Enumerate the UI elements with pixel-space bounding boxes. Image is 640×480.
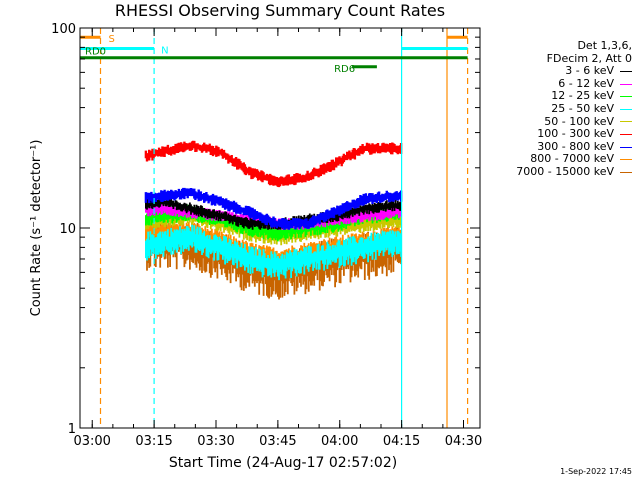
chart-title: RHESSI Observing Summary Count Rates <box>114 1 446 20</box>
legend-label: 50 - 100 keV <box>544 114 614 128</box>
series-3 <box>145 224 402 281</box>
legend-swatch <box>620 96 632 98</box>
legend-entry: 300 - 800 keV <box>482 139 632 154</box>
legend-swatch <box>620 83 632 85</box>
legend-entry: 6 - 12 keV <box>482 76 632 91</box>
legend-entry: 100 - 300 keV <box>482 128 632 141</box>
legend-entry: 7000 - 15000 keV <box>482 164 632 179</box>
legend-entry: 25 - 50 keV <box>482 101 632 116</box>
legend-header-line-1: Det 1,3,6, <box>577 39 632 52</box>
legend-swatch <box>620 121 632 123</box>
legend-entry: 800 - 7000 keV <box>482 153 632 166</box>
series-6 <box>144 187 403 230</box>
y-tick-label: 100 <box>51 22 76 37</box>
y-tick-label: 1 <box>68 422 76 437</box>
legend-entry: 50 - 100 keV <box>482 114 632 129</box>
legend-entry: 12 - 25 keV <box>482 90 632 103</box>
legend-label: 12 - 25 keV <box>551 89 614 103</box>
series-line <box>144 187 403 230</box>
legend-label: 300 - 800 keV <box>537 139 614 153</box>
y-axis-label: Count Rate (s⁻¹ detector⁻¹) <box>29 140 44 317</box>
legend-swatch <box>620 171 632 173</box>
x-tick-label: 03:30 <box>197 434 234 449</box>
legend-swatch <box>620 146 632 148</box>
legend-swatch <box>620 159 632 161</box>
legend-label: 3 - 6 keV <box>565 64 614 78</box>
legend-label: 800 - 7000 keV <box>530 152 614 166</box>
legend-swatch <box>620 133 632 135</box>
x-tick-label: 03:15 <box>135 434 172 449</box>
series-line <box>145 224 402 281</box>
legend-swatch <box>620 70 632 72</box>
legend-label: 100 - 300 keV <box>537 127 614 141</box>
x-tick-label: 04:15 <box>383 434 420 449</box>
series-5 <box>144 140 403 188</box>
status-bar-label: RD6 <box>334 64 355 75</box>
legend-swatch <box>620 108 632 110</box>
legend: Det 1,3,6, FDecim 2, Att 0 3 - 6 keV 6 - … <box>482 39 632 179</box>
legend-label: 6 - 12 keV <box>558 76 614 90</box>
status-bar-label: S <box>109 34 115 45</box>
series-line <box>144 140 403 188</box>
legend-header-line-2: FDecim 2, Att 0 <box>546 51 632 65</box>
legend-entry: 3 - 6 keV <box>482 65 632 78</box>
x-axis-label: Start Time (24-Aug-17 02:57:02) <box>169 455 397 471</box>
status-bar-label: RD0 <box>85 47 106 58</box>
x-tick-label: 04:30 <box>445 434 482 449</box>
legend-label: 25 - 50 keV <box>551 101 614 115</box>
generation-timestamp: 1-Sep-2022 17:45 <box>560 467 632 476</box>
x-tick-label: 03:45 <box>259 434 296 449</box>
status-bar-label: N <box>161 46 168 57</box>
x-tick-label: 03:00 <box>73 434 110 449</box>
legend-label: 7000 - 15000 keV <box>516 164 614 178</box>
x-tick-label: 04:00 <box>321 434 358 449</box>
y-tick-label: 10 <box>59 222 76 237</box>
